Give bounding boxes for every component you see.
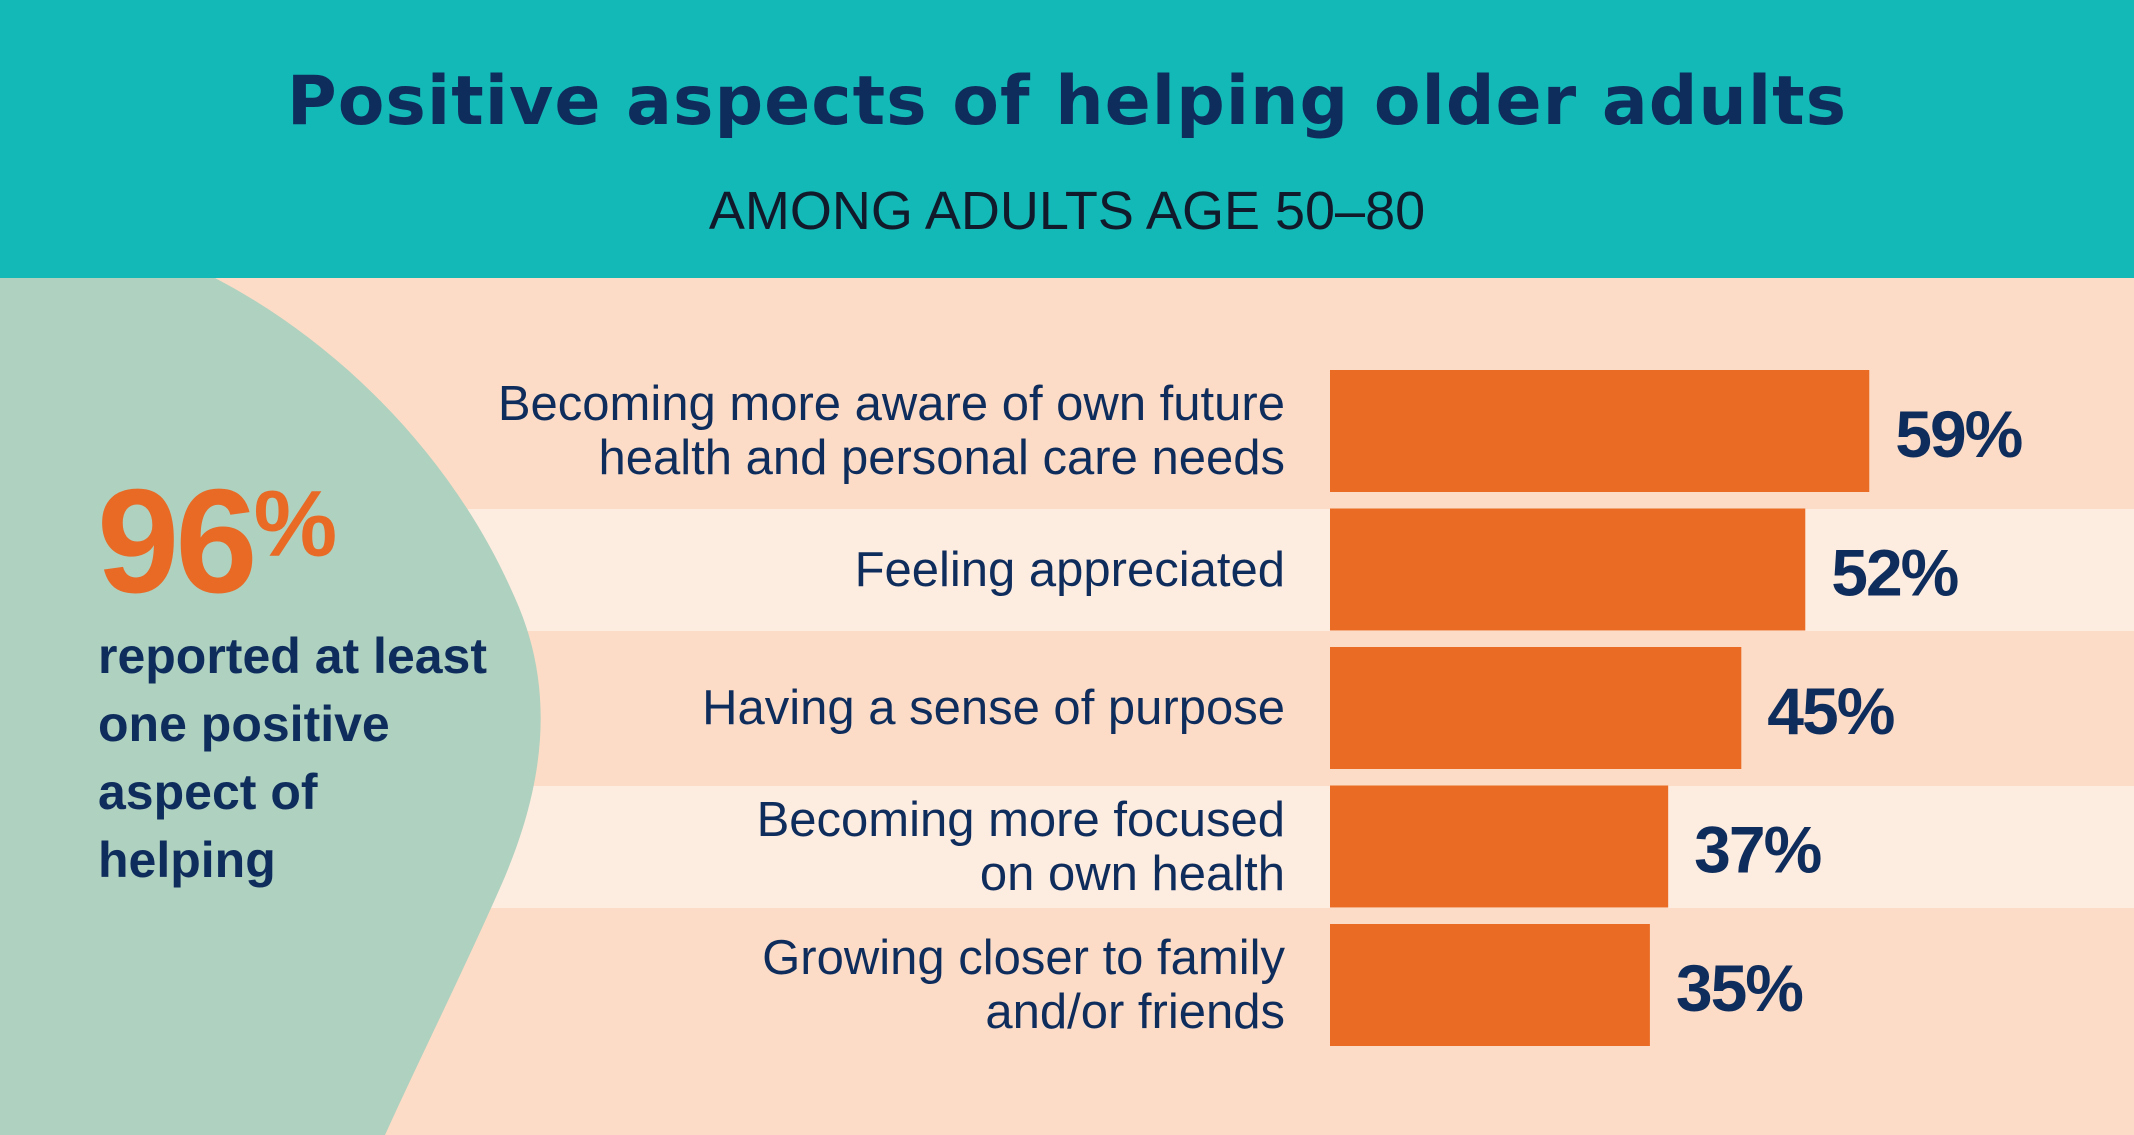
header-band: Positive aspects of helping older adults…	[0, 0, 2134, 278]
callout-stat: 96%	[97, 468, 337, 616]
chart-subtitle: AMONG ADULTS AGE 50–80	[708, 181, 1426, 241]
bar	[1330, 785, 1669, 908]
category-label: Becoming more focused on own health	[757, 793, 1285, 901]
callout-text: reported at least one positive aspect of…	[98, 628, 488, 888]
bar	[1330, 370, 1870, 492]
category-label-line: Feeling appreciated	[854, 542, 1285, 597]
bar	[1330, 647, 1742, 769]
bar	[1330, 508, 1806, 631]
data-label: 52%	[1831, 536, 1957, 610]
category-label: Feeling appreciated	[855, 543, 1285, 597]
data-label: 37%	[1694, 813, 1820, 887]
category-label-line: Having a sense of purpose	[702, 681, 1285, 735]
callout-value: 96	[97, 459, 258, 624]
category-label-line: health and personal care needs	[598, 431, 1285, 485]
bar	[1330, 924, 1650, 1046]
callout-percent-sign: %	[253, 471, 338, 576]
chart-title: Positive aspects of helping older adults	[286, 62, 1848, 141]
category-label-line: Growing closer to family	[762, 931, 1285, 985]
category-label: Becoming more aware of own future health …	[498, 377, 1285, 485]
data-label: 35%	[1676, 951, 1802, 1025]
category-label-line: Becoming more aware of own future	[497, 377, 1285, 431]
callout-blob-shape	[0, 278, 541, 1135]
category-label-line: on own health	[979, 846, 1285, 901]
category-label: Having a sense of purpose	[702, 681, 1285, 735]
category-label-line: Becoming more focused	[756, 792, 1285, 847]
data-label: 59%	[1895, 397, 2021, 471]
data-label: 45%	[1767, 674, 1893, 748]
category-label: Growing closer to family and/or friends	[762, 931, 1285, 1039]
category-label-line: and/or friends	[985, 985, 1285, 1039]
